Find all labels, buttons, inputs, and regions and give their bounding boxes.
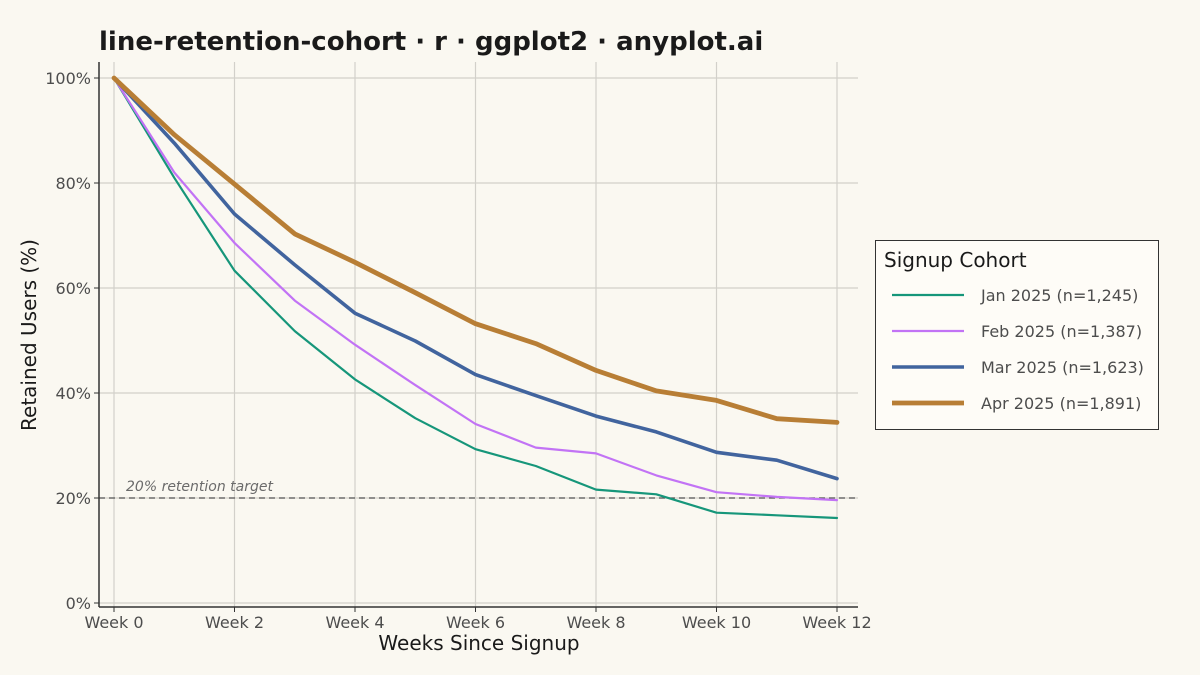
x-tick-label: Week 10 (682, 613, 751, 632)
legend-label-3: Apr 2025 (n=1,891) (981, 394, 1141, 413)
x-tick-label: Week 0 (84, 613, 143, 632)
y-tick-label: 60% (55, 279, 91, 298)
y-tick-label: 100% (45, 69, 91, 88)
series-line-3 (111, 75, 840, 425)
series-group (111, 75, 840, 520)
grid (99, 62, 858, 607)
chart-title: line-retention-cohort · r · ggplot2 · an… (99, 27, 763, 57)
reference-line-label: 20% retention target (126, 479, 274, 495)
legend-title: Signup Cohort (884, 248, 1027, 272)
y-tick-label: 20% (55, 489, 91, 508)
y-axis-title: Retained Users (%) (17, 239, 41, 431)
x-axis-title: Weeks Since Signup (378, 631, 579, 655)
axes (98, 62, 858, 608)
legend-box (875, 240, 1159, 430)
reference-line-group: 20% retention target (99, 479, 858, 499)
legend-label-1: Feb 2025 (n=1,387) (981, 322, 1142, 341)
legend-items: Jan 2025 (n=1,245) Feb 2025 (n=1,387) Mar … (892, 286, 1144, 413)
legend-label-0: Jan 2025 (n=1,245) (980, 286, 1138, 305)
x-axis-ticks: Week 0 Week 2 Week 4 Week 6 Week 8 Week 10 Wee… (84, 607, 872, 632)
series-line-2 (112, 76, 839, 481)
series-line-0 (112, 76, 839, 520)
legend: Signup Cohort Jan 2025 (n=1,245) Feb 2025… (875, 240, 1159, 430)
x-tick-label: Week 12 (802, 613, 871, 632)
y-axis-ticks: 0% 20% 40% 60% 80% 100% (45, 69, 99, 613)
y-tick-label: 0% (66, 594, 91, 613)
x-tick-label: Week 2 (205, 613, 264, 632)
series-line-1 (112, 76, 839, 502)
x-tick-label: Week 8 (566, 613, 625, 632)
x-tick-label: Week 6 (446, 613, 505, 632)
y-tick-label: 80% (55, 174, 91, 193)
x-tick-label: Week 4 (325, 613, 384, 632)
legend-label-2: Mar 2025 (n=1,623) (981, 358, 1144, 377)
y-tick-label: 40% (55, 384, 91, 403)
